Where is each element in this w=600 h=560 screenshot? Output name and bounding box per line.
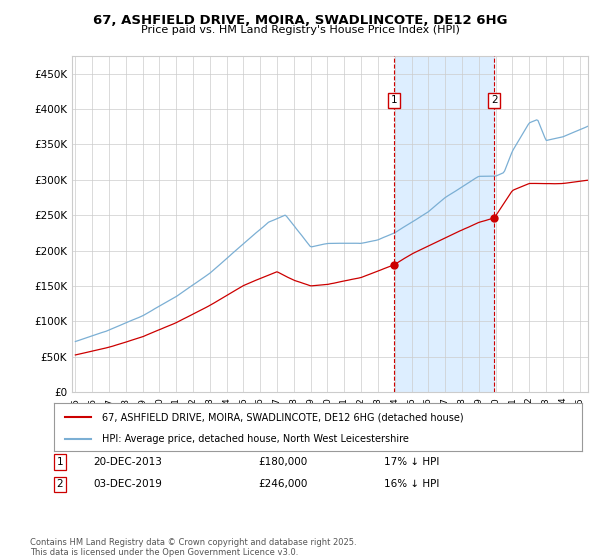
Text: £246,000: £246,000 (258, 479, 307, 489)
Text: Contains HM Land Registry data © Crown copyright and database right 2025.
This d: Contains HM Land Registry data © Crown c… (30, 538, 356, 557)
Text: 67, ASHFIELD DRIVE, MOIRA, SWADLINCOTE, DE12 6HG: 67, ASHFIELD DRIVE, MOIRA, SWADLINCOTE, … (93, 14, 507, 27)
Text: Price paid vs. HM Land Registry's House Price Index (HPI): Price paid vs. HM Land Registry's House … (140, 25, 460, 35)
Text: 1: 1 (56, 457, 64, 467)
Text: 67, ASHFIELD DRIVE, MOIRA, SWADLINCOTE, DE12 6HG (detached house): 67, ASHFIELD DRIVE, MOIRA, SWADLINCOTE, … (101, 413, 463, 422)
Text: 03-DEC-2019: 03-DEC-2019 (93, 479, 162, 489)
Text: 17% ↓ HPI: 17% ↓ HPI (384, 457, 439, 467)
Text: 16% ↓ HPI: 16% ↓ HPI (384, 479, 439, 489)
Text: 1: 1 (391, 95, 397, 105)
Text: 2: 2 (56, 479, 64, 489)
Text: 20-DEC-2013: 20-DEC-2013 (93, 457, 162, 467)
Text: HPI: Average price, detached house, North West Leicestershire: HPI: Average price, detached house, Nort… (101, 434, 409, 444)
Text: £180,000: £180,000 (258, 457, 307, 467)
Text: 2: 2 (491, 95, 497, 105)
